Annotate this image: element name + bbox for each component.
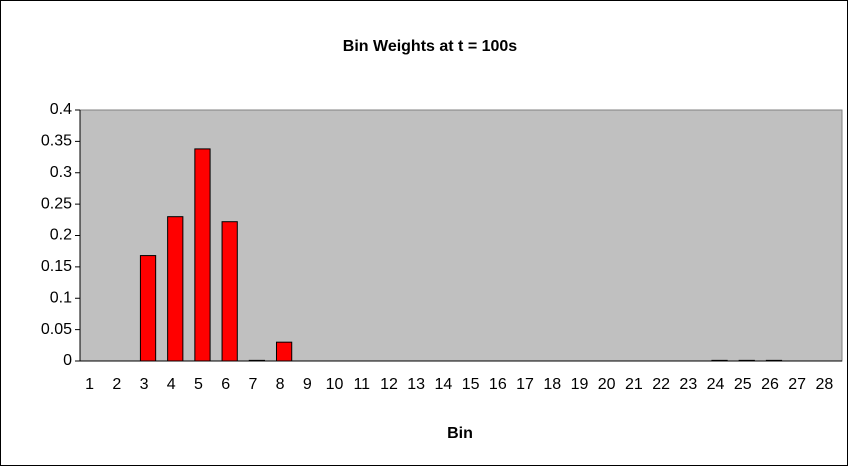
x-tick-label: 20	[598, 376, 616, 393]
x-tick-label: 14	[434, 376, 452, 393]
bar	[248, 359, 266, 362]
bar	[738, 359, 755, 362]
y-tick-label: 0.05	[41, 321, 72, 338]
x-tick-label: 23	[679, 376, 697, 393]
y-tick-label: 0.2	[50, 227, 72, 244]
x-tick-label: 21	[625, 376, 643, 393]
y-tick-label: 0.25	[41, 195, 72, 212]
bar	[275, 341, 293, 362]
x-tick-label: 4	[167, 376, 176, 393]
x-tick-label: 2	[112, 376, 121, 393]
x-axis-label: Bin	[447, 425, 473, 442]
x-tick-label: 24	[707, 376, 725, 393]
y-tick-label: 0.35	[41, 133, 72, 150]
x-tick-label: 9	[303, 376, 312, 393]
x-tick-label: 11	[353, 376, 370, 393]
x-tick-label: 25	[734, 376, 752, 393]
y-tick-label: 0.3	[50, 164, 72, 181]
bar	[139, 255, 157, 362]
bar	[221, 221, 238, 362]
y-tick-label: 0	[63, 352, 72, 369]
x-tick-label: 12	[380, 376, 398, 393]
x-tick-label: 16	[489, 376, 507, 393]
x-tick-label: 22	[652, 376, 670, 393]
bar	[194, 148, 211, 362]
x-tick-label: 27	[788, 376, 806, 393]
x-tick-label: 7	[248, 376, 257, 393]
y-tick-label: 0.1	[50, 289, 72, 306]
x-tick-label: 26	[761, 376, 779, 393]
x-tick-label: 1	[85, 376, 94, 393]
x-tick-label: 15	[462, 376, 480, 393]
x-tick-label: 19	[571, 376, 589, 393]
bar	[765, 359, 783, 362]
x-tick-label: 13	[407, 376, 425, 393]
bar	[711, 359, 728, 362]
x-tick-label: 28	[815, 376, 833, 393]
x-tick-label: 5	[194, 376, 203, 393]
x-tick-label: 18	[543, 376, 561, 393]
x-tick-label: 8	[276, 376, 285, 393]
y-tick-label: 0.15	[41, 258, 72, 275]
chart-title: Bin Weights at t = 100s	[343, 38, 518, 55]
x-tick-label: 17	[516, 376, 534, 393]
plot-area	[79, 109, 843, 362]
y-tick-label: 0.4	[50, 101, 72, 118]
bar	[167, 216, 184, 362]
x-tick-label: 10	[326, 376, 344, 393]
x-tick-label: 6	[221, 376, 230, 393]
x-tick-label: 3	[140, 376, 149, 393]
